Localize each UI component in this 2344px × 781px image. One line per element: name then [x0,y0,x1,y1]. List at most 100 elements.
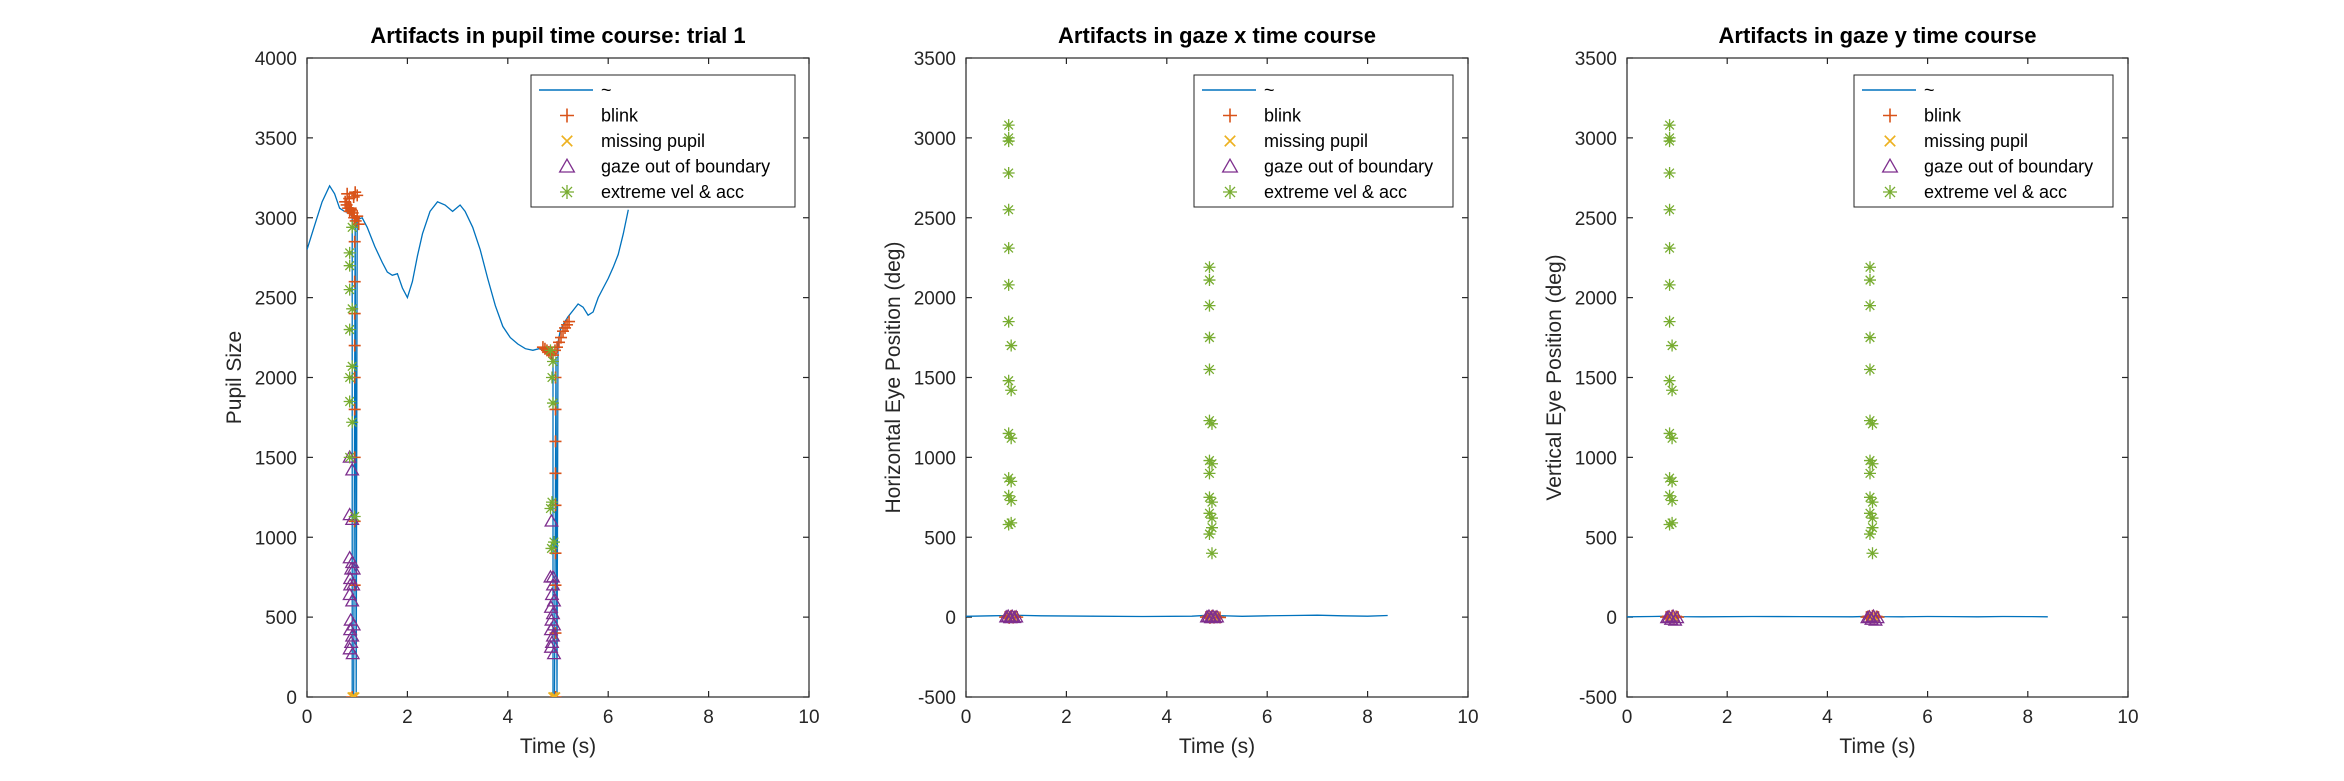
y-tick-label: 2000 [914,289,956,310]
legend-marker-swatch [560,108,574,123]
legend-entry-label: extreme vel & acc [601,182,744,202]
point-extreme-vel-acc [343,259,356,272]
legend-marker-swatch [1883,185,1897,199]
point-extreme-vel-acc [343,371,356,384]
legend-entry-label: missing pupil [1924,131,2028,151]
y-tick-label: 2500 [1575,209,1617,230]
point-extreme-vel-acc [1203,528,1216,541]
point-gaze-out-of-boundary [344,593,360,607]
point-gaze-out-of-boundary [1209,609,1225,623]
point-extreme-vel-acc [1866,417,1879,430]
point-extreme-vel-acc [1203,331,1216,344]
point-extreme-vel-acc [1205,496,1218,509]
point-blink [559,321,572,334]
chart-panel-1: 0 2 4 6 8 10 0 500 1000 1500 2000 2500 3000 3500 4000 A… [223,23,820,758]
point-gaze-out-of-boundary [342,577,358,591]
point-extreme-vel-acc [544,344,557,357]
point-blink [346,691,359,697]
point-extreme-vel-acc [1005,384,1018,397]
x-tick-label: 8 [2023,707,2034,728]
point-blink [348,403,361,416]
point-extreme-vel-acc [1663,203,1676,216]
point-extreme-vel-acc [545,542,558,555]
y-tick-label: 1000 [255,528,297,549]
y-tick-label: 1000 [1575,448,1617,469]
point-blink [549,467,562,480]
legend-marker-swatch [558,157,576,173]
point-extreme-vel-acc [1866,547,1879,560]
y-tick-label: 0 [286,688,297,709]
point-extreme-vel-acc [1663,242,1676,255]
legend: ~ blink missing pupil gaze out of boundary e… [1853,74,2114,208]
point-extreme-vel-acc [1002,131,1015,144]
point-gaze-out-of-boundary [1669,610,1685,624]
point-extreme-vel-acc [1002,167,1015,180]
point-gaze-out-of-boundary [544,513,559,527]
y-tick-label: 500 [924,528,956,549]
legend-entry-label: gaze out of boundary [1264,157,1433,177]
legend-marker-swatch [1881,157,1899,173]
y-tick-label: 0 [1606,608,1617,629]
legend-marker-swatch [1223,185,1237,199]
point-extreme-vel-acc [1205,512,1218,525]
point-extreme-vel-acc [343,246,356,259]
point-extreme-vel-acc [546,355,559,368]
point-extreme-vel-acc [1203,261,1216,274]
legend-marker-swatch [1223,108,1237,123]
point-gaze-out-of-boundary [545,606,561,620]
legend-marker-swatch [1883,108,1897,123]
point-extreme-vel-acc [545,496,558,509]
point-extreme-vel-acc [547,536,560,549]
point-extreme-vel-acc [1663,489,1676,502]
x-axis-label: Time (s) [520,735,596,758]
point-gaze-out-of-boundary [1008,609,1024,623]
point-extreme-vel-acc [1666,494,1679,507]
y-tick-label: 1500 [914,369,956,390]
point-extreme-vel-acc [1866,512,1879,525]
point-blink [549,579,562,592]
point-extreme-vel-acc [1863,261,1876,274]
chart-title: Artifacts in pupil time course: trial 1 [370,23,745,48]
point-extreme-vel-acc [1666,516,1679,529]
y-tick-label: 2000 [255,369,297,390]
legend-marker-swatch [1224,135,1236,147]
point-extreme-vel-acc [1203,363,1216,376]
point-extreme-vel-acc [1203,467,1216,480]
legend-entry-label: ~ [601,80,612,100]
point-gaze-out-of-boundary [1659,610,1675,624]
point-extreme-vel-acc [1663,278,1676,291]
point-extreme-vel-acc [1866,496,1879,509]
point-extreme-vel-acc [1005,494,1018,507]
x-tick-label: 2 [1722,707,1733,728]
point-extreme-vel-acc [1005,432,1018,445]
point-gaze-out-of-boundary [346,561,362,575]
x-tick-label: 10 [2117,707,2138,728]
point-extreme-vel-acc [1002,374,1015,387]
point-extreme-vel-acc [1203,491,1216,504]
x-tick-label: 2 [1061,707,1072,728]
point-extreme-vel-acc [1666,384,1679,397]
point-missing-pupil [548,691,560,697]
y-tick-label: 3000 [255,209,297,230]
y-tick-label: 1000 [914,448,956,469]
point-extreme-vel-acc [348,510,361,523]
data-layer [307,184,629,697]
y-axis-label: Vertical Eye Position (deg) [1543,254,1566,500]
point-extreme-vel-acc [1663,427,1676,440]
point-blink [348,275,361,288]
y-tick-label: 0 [945,608,956,629]
point-extreme-vel-acc [1203,274,1216,287]
point-extreme-vel-acc [1863,507,1876,520]
chart-title: Artifacts in gaze y time course [1719,23,2037,48]
point-missing-pupil [348,691,359,697]
y-tick-label: -500 [1579,688,1617,709]
point-extreme-vel-acc [1205,521,1218,534]
x-tick-label: 6 [1922,707,1933,728]
point-gaze-out-of-boundary [345,646,361,660]
x-tick-label: 4 [1162,707,1173,728]
point-extreme-vel-acc [1663,131,1676,144]
x-tick-label: 0 [961,707,972,728]
y-tick-label: 4000 [255,49,297,70]
point-blink [351,189,364,202]
x-tick-label: 8 [1362,707,1373,728]
